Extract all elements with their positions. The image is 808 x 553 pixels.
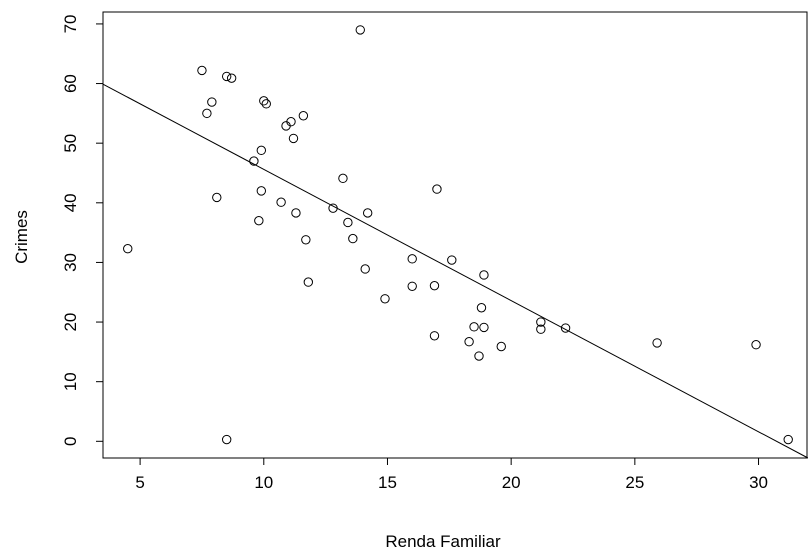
- data-point: [328, 203, 338, 213]
- data-point: [652, 338, 662, 348]
- data-point: [479, 322, 489, 333]
- data-point: [536, 317, 546, 327]
- data-point: [288, 133, 299, 144]
- data-point: [256, 145, 267, 156]
- data-point: [123, 244, 133, 254]
- plot-frame: [102, 11, 808, 459]
- y-tick-label: 50: [61, 134, 80, 153]
- data-point: [301, 235, 311, 245]
- y-tick-label: 20: [61, 313, 80, 332]
- data-point: [286, 117, 296, 127]
- x-tick-label: 15: [378, 473, 397, 492]
- data-point: [362, 208, 373, 218]
- data-point: [479, 270, 489, 280]
- data-point: [249, 156, 259, 166]
- data-point: [338, 173, 348, 184]
- data-point: [464, 337, 474, 347]
- data-point: [380, 294, 390, 304]
- x-tick-label: 20: [502, 473, 521, 492]
- data-point: [536, 324, 546, 334]
- data-point: [429, 331, 440, 341]
- data-point: [261, 99, 271, 109]
- data-point: [348, 233, 358, 244]
- data-point: [226, 73, 237, 83]
- data-point: [407, 254, 417, 264]
- data-point: [221, 434, 232, 445]
- data-point: [256, 186, 267, 196]
- data-point: [303, 277, 314, 287]
- x-tick-label: 25: [625, 473, 644, 492]
- data-point: [360, 264, 370, 274]
- y-axis-label: Crimes: [12, 210, 31, 264]
- y-tick-label: 60: [61, 74, 80, 93]
- data-point: [432, 184, 442, 194]
- data-point: [221, 71, 232, 82]
- regression-line: [102, 83, 808, 459]
- y-tick-label: 30: [61, 253, 80, 272]
- data-point: [212, 192, 222, 203]
- data-point: [560, 323, 571, 333]
- regression-line-group: [102, 83, 808, 459]
- x-tick-label: 30: [749, 473, 768, 492]
- data-points: [123, 25, 793, 445]
- y-axis: 0 10 20 30 40 50 60 70: [61, 14, 104, 446]
- data-point: [197, 65, 207, 76]
- x-axis: 5 10 15 20 25 30: [135, 457, 768, 492]
- data-point: [259, 96, 269, 106]
- data-point: [469, 322, 479, 332]
- data-point: [474, 351, 484, 361]
- y-tick-label: 10: [61, 372, 80, 391]
- data-point: [429, 280, 440, 291]
- data-point: [343, 217, 353, 228]
- data-point: [291, 208, 301, 218]
- data-point: [407, 281, 417, 291]
- data-point: [783, 434, 793, 445]
- x-tick-label: 5: [135, 473, 144, 492]
- y-tick-label: 0: [61, 437, 80, 446]
- x-axis-label: Renda Familiar: [385, 532, 501, 551]
- data-point: [496, 341, 506, 352]
- data-point: [751, 340, 761, 350]
- data-point: [207, 97, 217, 107]
- x-tick-label: 10: [254, 473, 273, 492]
- y-tick-label: 40: [61, 193, 80, 212]
- data-point: [298, 111, 309, 121]
- data-point: [476, 303, 487, 313]
- data-point: [276, 197, 286, 207]
- data-point: [447, 255, 457, 265]
- y-tick-label: 70: [61, 14, 80, 33]
- data-point: [355, 25, 365, 35]
- data-point: [202, 108, 212, 119]
- data-point: [254, 215, 264, 226]
